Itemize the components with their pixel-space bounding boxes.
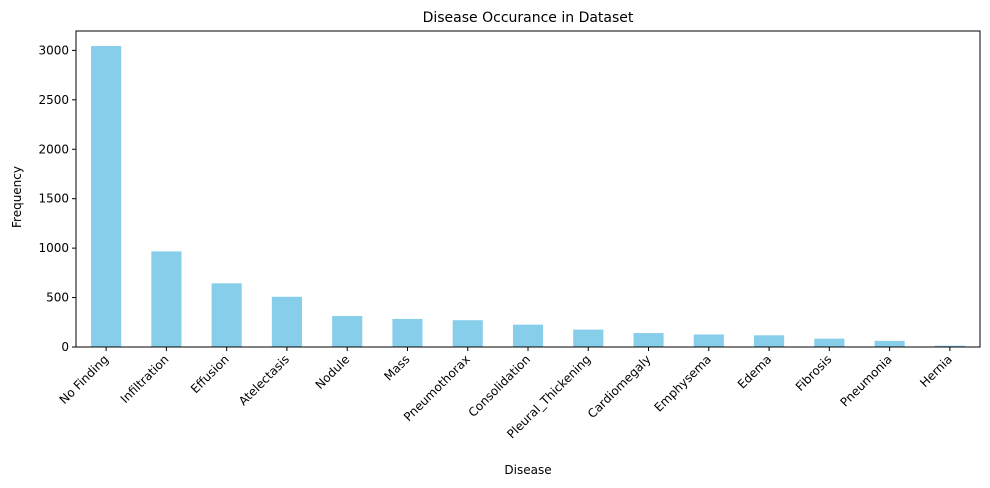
y-tick-label: 0	[61, 340, 69, 354]
y-tick-label: 1500	[38, 192, 69, 206]
bar-no-finding	[91, 46, 122, 348]
bar-edema	[754, 335, 785, 347]
y-tick-label: 500	[46, 291, 69, 305]
plot-frame	[75, 30, 981, 348]
bars-group	[91, 46, 965, 348]
x-tick-label: Pneumothorax	[401, 352, 473, 424]
x-tick-label: Effusion	[188, 352, 232, 396]
y-tick-label: 1000	[38, 241, 69, 255]
x-tick-label: No Finding	[57, 352, 112, 407]
x-tick-label: Fibrosis	[793, 352, 835, 394]
x-tick-label: Hernia	[917, 352, 955, 390]
bar-fibrosis	[814, 338, 845, 347]
bar-hernia	[934, 345, 965, 347]
bar-consolidation	[512, 324, 544, 347]
bar-effusion	[211, 283, 242, 347]
x-tick-label: Pneumonia	[837, 352, 894, 409]
bar-mass	[392, 318, 423, 347]
y-tick-label: 2500	[38, 93, 69, 107]
x-tick-label: Mass	[381, 352, 412, 383]
bar-pneumonia	[874, 340, 905, 347]
y-axis: 0 500 1000 1500 2000 2500 3000	[38, 43, 76, 354]
x-axis: No Finding Infiltration Effusion Atelectasi…	[57, 347, 955, 441]
x-tick-label: Infiltration	[118, 352, 172, 406]
y-tick-label: 2000	[38, 142, 69, 156]
chart-title: Disease Occurance in Dataset	[423, 10, 634, 26]
bar-emphysema	[693, 334, 724, 347]
bar-pneumothorax	[452, 320, 483, 347]
x-axis-label: Disease	[504, 463, 551, 477]
x-tick-label: Edema	[735, 352, 774, 391]
x-tick-label: Cardiomegaly	[585, 352, 654, 421]
bar-infiltration	[151, 251, 182, 347]
y-tick-label: 3000	[38, 43, 69, 57]
bar-atelectasis	[271, 296, 302, 347]
x-tick-label: Atelectasis	[236, 352, 292, 408]
x-tick-label: Emphysema	[651, 352, 713, 414]
bar-pleural-thickening	[573, 329, 604, 347]
x-tick-label: Nodule	[313, 352, 353, 392]
bar-nodule	[332, 316, 363, 347]
x-tick-label: Consolidation	[466, 352, 534, 420]
bar-cardiomegaly	[633, 333, 664, 347]
y-axis-label: Frequency	[10, 166, 24, 228]
